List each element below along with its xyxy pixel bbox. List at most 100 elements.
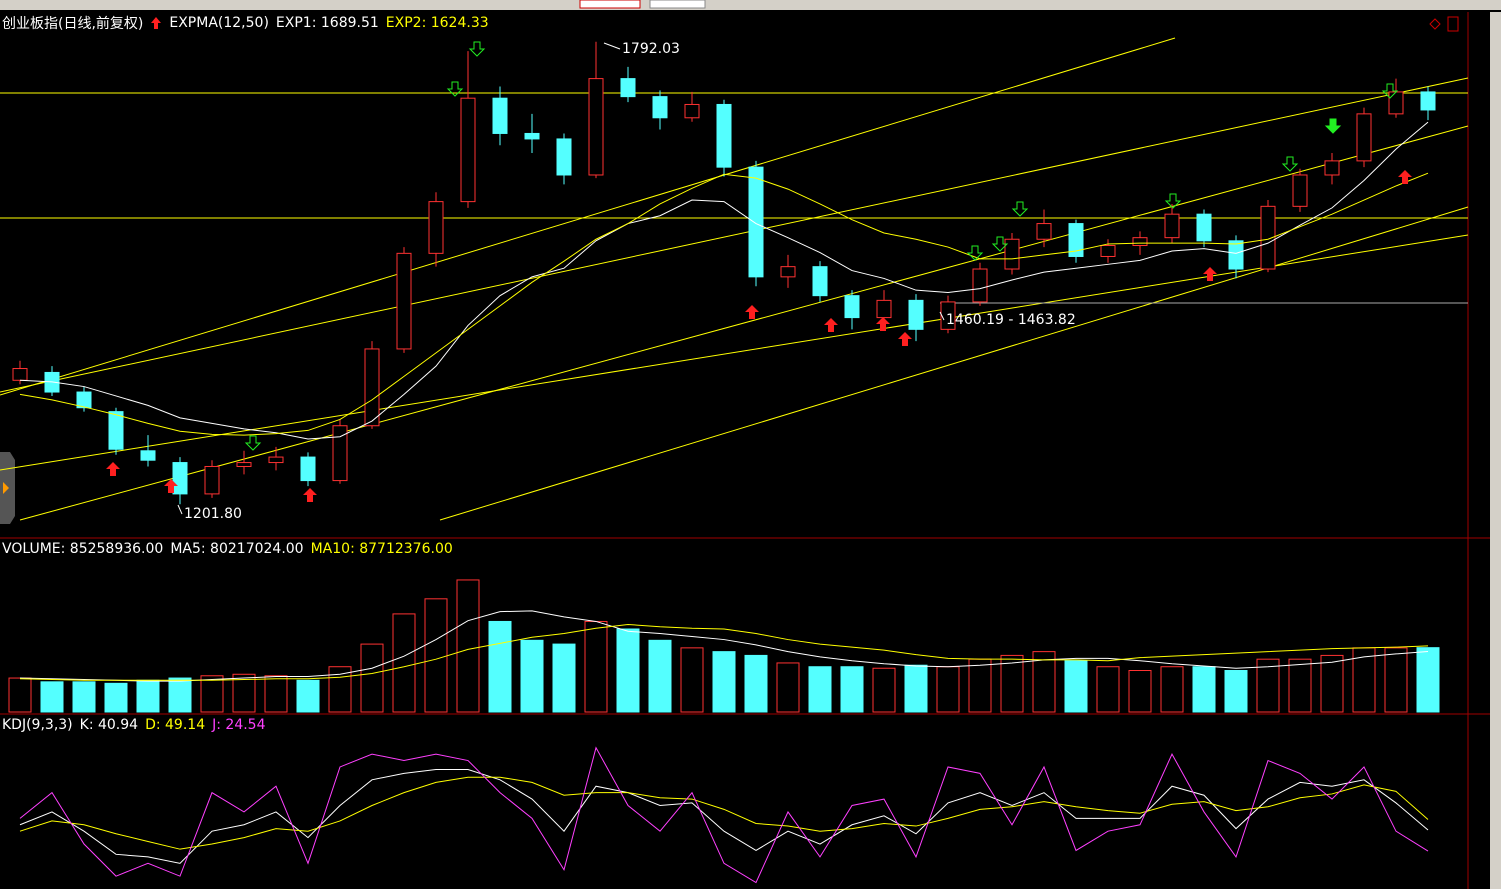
series-line	[19, 769, 1429, 864]
legend-entry: EXP2: 1624.33	[385, 15, 489, 31]
candle-body	[492, 97, 508, 134]
candle-body	[1228, 240, 1244, 270]
volume-bar	[616, 628, 640, 713]
trend-line	[0, 234, 1469, 471]
candle-body	[716, 103, 732, 168]
buy-signal	[303, 488, 317, 502]
volume-bar	[424, 598, 448, 713]
volume-bar	[488, 620, 512, 713]
annotation: 1792.03	[622, 41, 680, 57]
sell-signal	[468, 41, 486, 57]
icon[interactable]	[1429, 18, 1441, 30]
series-line	[19, 172, 1429, 436]
buy-signal	[745, 305, 759, 319]
volume-bar	[136, 679, 160, 713]
buy-signal	[1398, 170, 1412, 184]
volume-bar	[1192, 666, 1216, 713]
volume-bar	[904, 664, 928, 713]
legend-entry: K: 40.94	[79, 717, 139, 733]
volume-bar	[1320, 654, 1344, 713]
series-line	[19, 610, 1429, 682]
buy-signal	[824, 318, 838, 332]
volume-bar	[200, 675, 224, 713]
candle-body	[1036, 223, 1052, 240]
volume-bar	[264, 675, 288, 713]
legend-entry: MA10: 87712376.00	[310, 541, 453, 557]
volume-bar	[328, 666, 352, 713]
candle-body	[300, 456, 316, 482]
series-line	[19, 623, 1429, 681]
candle-body	[172, 462, 188, 495]
legend-entry: EXP1: 1689.51	[275, 15, 379, 31]
volume-bar	[40, 681, 64, 713]
volume-bar	[840, 666, 864, 713]
candle-body	[1292, 174, 1308, 207]
volume-bar	[936, 666, 960, 713]
volume-bar	[8, 677, 32, 713]
volume-bar	[1032, 651, 1056, 713]
side-toolbar	[1490, 12, 1501, 889]
candle-body	[332, 425, 348, 482]
candle-body	[812, 266, 828, 297]
candle-body	[620, 78, 636, 98]
kdj-header: KDJ(9,3,3) K: 40.94 D: 49.14 J: 24.54	[2, 717, 265, 733]
plot-layer: 1792.03 1201.80 1460.19 - 1463.82	[8, 41, 1440, 884]
volume-bar	[648, 639, 672, 713]
volume-bar	[1128, 670, 1152, 713]
volume-bar	[456, 579, 480, 713]
tab[interactable]	[579, 0, 641, 9]
candle-body	[524, 132, 540, 140]
volume-bar	[552, 643, 576, 713]
candle-body	[268, 456, 284, 464]
trend-line	[19, 125, 1469, 521]
annotation-pointer	[603, 42, 621, 50]
volume-bar	[680, 647, 704, 713]
series-line	[19, 776, 1429, 850]
volume-bar	[104, 682, 128, 713]
volume-bar	[296, 679, 320, 713]
candle-body	[1260, 205, 1276, 270]
candle-body	[1164, 213, 1180, 239]
volume-bar	[1064, 660, 1088, 713]
candle-body	[428, 201, 444, 254]
volume-bar	[1416, 647, 1440, 713]
sell-signal	[1381, 83, 1399, 99]
annotation: 1460.19 - 1463.82	[946, 312, 1076, 328]
tab[interactable]	[649, 0, 706, 9]
buy-signal	[164, 479, 178, 493]
candle-body	[876, 299, 892, 319]
volume-bar	[1160, 666, 1184, 713]
volume-bar	[1288, 658, 1312, 713]
volume-bar	[1000, 654, 1024, 713]
volume-bar	[168, 677, 192, 713]
chart-title: KDJ(9,3,3)	[2, 717, 73, 733]
candle-body	[684, 103, 700, 119]
legend-entry: J: 24.54	[212, 717, 266, 733]
sell-signal	[1281, 156, 1299, 172]
volume-bar	[808, 666, 832, 713]
icon[interactable]	[1447, 16, 1459, 32]
candle-body	[780, 266, 796, 278]
annotation-pointer	[177, 504, 183, 515]
volume-bar	[872, 667, 896, 713]
candle-body	[140, 450, 156, 461]
candle-body	[236, 462, 252, 467]
candle-body	[556, 138, 572, 176]
candle-body	[1356, 113, 1372, 162]
annotation: 1201.80	[184, 506, 242, 522]
volume-bar	[1096, 666, 1120, 713]
volume-bar	[360, 643, 384, 713]
series-line	[19, 746, 1429, 884]
volume-bar	[392, 613, 416, 713]
sell-signal	[1324, 118, 1342, 134]
candle-body	[204, 465, 220, 495]
volume-bar	[1224, 670, 1248, 713]
volume-bar	[1384, 647, 1408, 713]
candle-body	[1068, 223, 1084, 257]
candle-body	[1100, 245, 1116, 257]
legend-entry: VOLUME: 85258936.00	[2, 541, 164, 557]
candle-body	[748, 166, 764, 278]
trend-line	[0, 37, 1176, 396]
candle-body	[396, 252, 412, 350]
volume-bar	[776, 662, 800, 713]
